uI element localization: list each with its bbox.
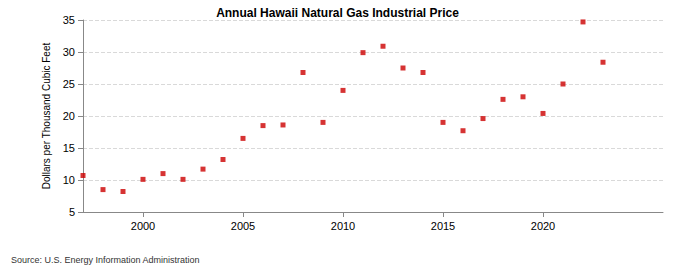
svg-text:35: 35 [63,14,75,26]
svg-text:15: 15 [63,142,75,154]
svg-text:2010: 2010 [331,220,355,232]
svg-text:Dollars per Thousand Cubic Fee: Dollars per Thousand Cubic Feet [41,43,52,190]
svg-text:2000: 2000 [131,220,155,232]
svg-text:Annual Hawaii Natural Gas Indu: Annual Hawaii Natural Gas Industrial Pri… [216,6,459,20]
svg-text:2020: 2020 [531,220,555,232]
svg-text:2015: 2015 [431,220,455,232]
svg-text:Source: U.S. Energy Informatio: Source: U.S. Energy Information Administ… [11,255,200,265]
svg-text:30: 30 [63,46,75,58]
svg-text:25: 25 [63,78,75,90]
svg-text:5: 5 [69,206,75,218]
svg-text:10: 10 [63,174,75,186]
svg-text:2005: 2005 [231,220,255,232]
svg-text:20: 20 [63,110,75,122]
